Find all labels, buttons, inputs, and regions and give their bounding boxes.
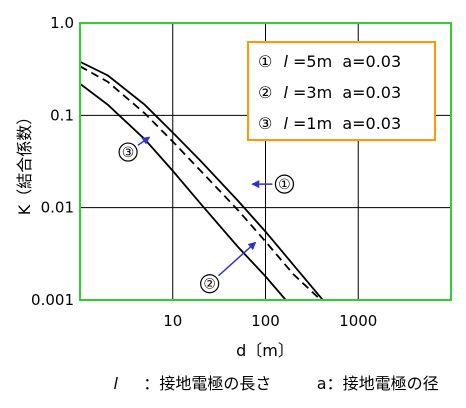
x-tick-label: 10 xyxy=(163,312,182,330)
series-line xyxy=(80,82,287,300)
series-group xyxy=(80,60,325,300)
legend-entry: ② l =3m a=0.03 xyxy=(258,83,401,102)
x-tick-labels: 10 100 1000 xyxy=(163,312,377,330)
legend-marker: ③ xyxy=(258,114,272,133)
annotation-arrow xyxy=(137,136,151,146)
legend-l-symbol: l xyxy=(283,52,288,71)
x-axis-title: d〔m〕 xyxy=(236,341,294,360)
legend-marker: ① xyxy=(258,52,272,71)
legend-marker: ② xyxy=(258,83,272,102)
legend-entry: ① l =5m a=0.03 xyxy=(258,52,401,71)
annotation-arrow xyxy=(218,241,257,277)
caption-diameter-text: a：接地電極の径 xyxy=(317,374,439,393)
legend-value: =3m a=0.03 xyxy=(293,83,401,102)
legend-entry: ③ l =1m a=0.03 xyxy=(258,114,401,133)
y-axis-title: K（結合係数） xyxy=(15,109,34,216)
annotations: ③ ① ② xyxy=(118,136,295,294)
legend: ① l =5m a=0.03 ② l =3m a=0.03 ③ l =1m a=… xyxy=(247,41,436,141)
x-tick-label: 100 xyxy=(251,312,280,330)
legend-l-symbol: l xyxy=(283,114,288,133)
y-tick-label: 1.0 xyxy=(50,14,74,32)
caption-l-symbol: l xyxy=(113,374,118,393)
legend-value: =1m a=0.03 xyxy=(293,114,401,133)
y-tick-label: 0.001 xyxy=(31,291,74,309)
annotation-circle xyxy=(118,142,138,162)
caption-length-text: ：接地電極の長さ xyxy=(143,374,271,393)
legend-value: =5m a=0.03 xyxy=(293,52,401,71)
series-line xyxy=(80,65,323,300)
annotation-label: ① xyxy=(278,177,291,193)
plot-frame xyxy=(79,22,452,301)
annotation-label: ② xyxy=(203,277,216,293)
x-tick-label: 1000 xyxy=(339,312,377,330)
y-tick-labels: 1.0 0.1 0.01 0.001 xyxy=(31,14,74,309)
legend-box xyxy=(247,41,436,141)
y-tick-label: 0.1 xyxy=(50,106,74,124)
y-tick-label: 0.01 xyxy=(41,199,74,217)
annotation-circle xyxy=(274,174,295,194)
caption: l ：接地電極の長さ a：接地電極の径 xyxy=(88,374,454,393)
series-line xyxy=(80,60,325,300)
annotation-label: ③ xyxy=(122,145,135,161)
legend-l-symbol: l xyxy=(283,83,288,102)
annotation-circle xyxy=(200,274,220,294)
